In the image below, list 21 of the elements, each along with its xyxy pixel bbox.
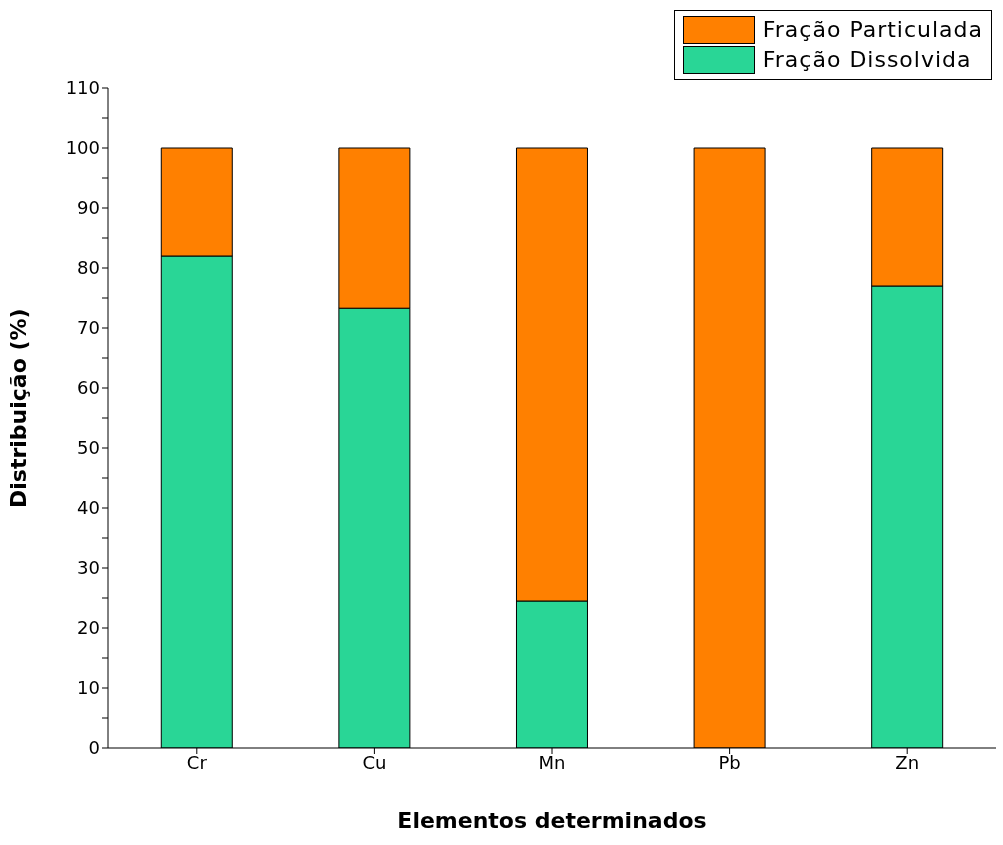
- y-tick-label: 110: [65, 77, 100, 99]
- y-tick-label: 90: [77, 197, 100, 219]
- x-tick-label: Cu: [362, 751, 387, 773]
- legend-label: Fração Particulada: [762, 16, 983, 44]
- x-tick-label: Pb: [718, 751, 741, 773]
- y-tick-label: 30: [77, 557, 100, 579]
- y-axis-title: Distribuição (%): [5, 308, 31, 508]
- y-tick-label: 80: [77, 257, 100, 279]
- y-tick-label: 50: [77, 437, 100, 459]
- x-tick-label: Cr: [186, 751, 208, 773]
- y-tick-label: 100: [65, 137, 100, 159]
- y-tick-label: 10: [77, 677, 100, 699]
- y-tick-label: 40: [77, 497, 100, 519]
- y-tick-label: 0: [88, 737, 100, 759]
- legend-label: Fração Dissolvida: [762, 46, 972, 74]
- y-tick-label: 60: [77, 377, 100, 399]
- x-axis-title: Elementos determinados: [397, 808, 707, 833]
- x-tick-label: Zn: [895, 751, 920, 773]
- y-tick-label: 70: [77, 317, 100, 339]
- x-tick-label: Mn: [538, 751, 566, 773]
- y-tick-label: 20: [77, 617, 100, 639]
